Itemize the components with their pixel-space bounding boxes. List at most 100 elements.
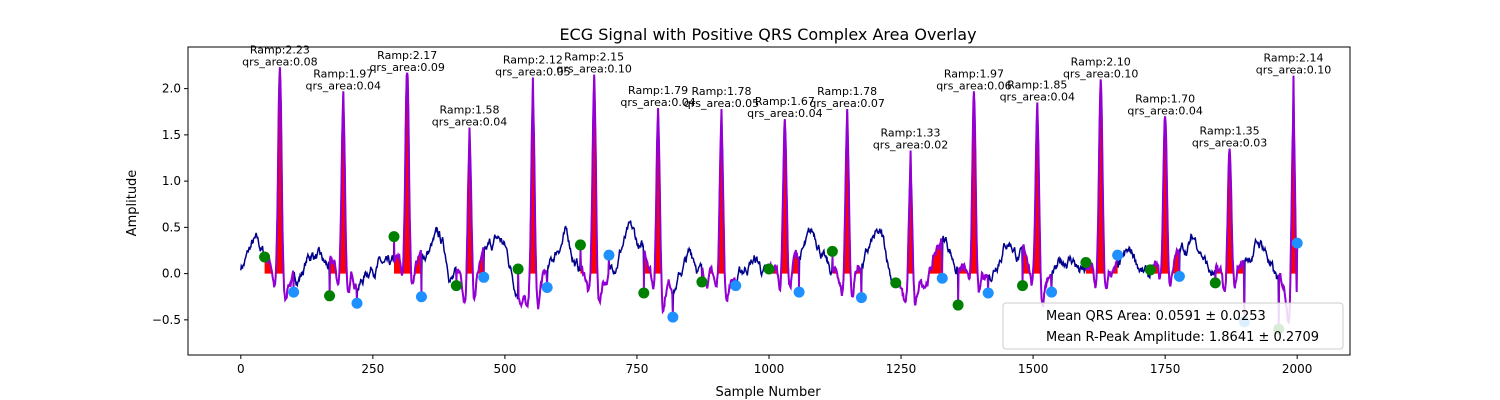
qrs-area-fill-4 (518, 77, 548, 274)
s-offset-point-13 (1112, 249, 1124, 261)
qrs-area-fill-16 (1278, 75, 1298, 274)
qrs-segment-16 (1277, 75, 1299, 330)
qrs-area-fill-11 (958, 91, 989, 274)
qrs-segment-1 (328, 91, 358, 304)
s-offset-point-12 (1046, 286, 1058, 298)
qrs-area-fill-0 (264, 67, 294, 274)
qrs-area-annotation-2: qrs_area:0.09 (369, 61, 444, 74)
s-offset-point-3 (478, 271, 490, 283)
qrs-segment-12 (1021, 102, 1053, 307)
qrs-area-annotation-6: qrs_area:0.04 (620, 96, 695, 109)
qrs-area-annotation-10: qrs_area:0.02 (873, 139, 948, 152)
qrs-area-fill-9 (832, 109, 862, 274)
qrs-area-fill-12 (1022, 102, 1052, 274)
s-offset-point-14 (1173, 270, 1185, 282)
x-tick-label-2: 500 (493, 362, 516, 376)
y-tick-label-3: 1.0 (162, 174, 181, 188)
s-offset-point-10 (936, 272, 948, 284)
y-tick-label-1: 0.0 (162, 267, 181, 281)
qrs-area-fill-14 (1150, 116, 1180, 274)
qrs-area-fill-10 (895, 150, 943, 274)
q-onset-point-3 (450, 280, 462, 292)
qrs-area-annotation-16: qrs_area:0.10 (1256, 64, 1331, 77)
q-onset-point-10 (890, 277, 902, 289)
ramp-annotation-12: Ramp:1.85 (1007, 78, 1067, 91)
qrs-area-annotation-3: qrs_area:0.04 (432, 115, 507, 128)
qrs-area-annotation-0: qrs_area:0.08 (242, 55, 317, 68)
qrs-area-annotation-5: qrs_area:0.10 (556, 63, 631, 76)
s-offset-point-0 (288, 286, 300, 298)
legend: Mean QRS Area: 0.0591 ± 0.0253 Mean R-Pe… (1002, 302, 1344, 350)
ramp-annotation-9: Ramp:1.78 (817, 85, 877, 98)
qrs-area-fill-1 (329, 91, 357, 274)
qrs-area-annotation-8: qrs_area:0.04 (747, 107, 822, 120)
qrs-segment-14 (1149, 116, 1181, 287)
y-tick-label-2: 0.5 (162, 220, 181, 234)
qrs-area-annotation-12: qrs_area:0.04 (1000, 90, 1075, 103)
s-offset-point-8 (793, 286, 805, 298)
ramp-annotation-13: Ramp:2.10 (1071, 55, 1131, 68)
x-tick-label-8: 2000 (1282, 362, 1313, 376)
x-axis-label: Sample Number (715, 385, 821, 400)
s-offset-point-11 (982, 287, 994, 299)
qrs-segment-2 (393, 72, 423, 297)
qrs-area-annotation-13: qrs_area:0.10 (1063, 67, 1138, 80)
qrs-segment-9 (831, 108, 863, 298)
qrs-segment-5 (579, 74, 610, 306)
y-tick-label-4: 1.5 (162, 128, 181, 142)
ramp-annotation-11: Ramp:1.97 (944, 67, 1004, 80)
legend-entry-qrs-area: Mean QRS Area: 0.0591 ± 0.0253 (1046, 309, 1266, 324)
qrs-area-annotation-7: qrs_area:0.05 (684, 97, 759, 110)
x-tick-label-7: 1750 (1150, 362, 1181, 376)
x-tick-label-1: 250 (361, 362, 384, 376)
ramp-annotation-7: Ramp:1.78 (691, 85, 751, 98)
qrs-area-annotation-4: qrs_area:0.05 (495, 66, 570, 79)
ramp-annotation-16: Ramp:2.14 (1263, 52, 1323, 65)
q-onset-point-6 (638, 287, 650, 299)
q-onset-point-11 (952, 299, 964, 311)
q-onset-point-4 (512, 263, 524, 275)
axis-ticks: 0 250 500 750 1000 1250 1500 1750 2000 −0.5 0.0 0.5… (152, 82, 1313, 376)
q-onset-point-1 (324, 290, 336, 302)
plot-area: Ramp:2.23qrs_area:0.08Ramp:1.97qrs_area:… (240, 43, 1331, 335)
chart-title: ECG Signal with Positive QRS Complex Are… (559, 25, 976, 44)
x-tick-label-3: 750 (626, 362, 649, 376)
qrs-segment-10 (895, 150, 944, 306)
s-offset-point-5 (603, 249, 615, 261)
qrs-area-fill-6 (643, 108, 673, 274)
ramp-annotation-14: Ramp:1.70 (1135, 92, 1195, 105)
qrs-area-fill-8 (769, 119, 800, 274)
ramp-annotation-2: Ramp:2.17 (377, 49, 437, 62)
qrs-area-fill-5 (580, 74, 609, 274)
s-offset-point-4 (541, 281, 553, 293)
s-offset-point-6 (667, 311, 679, 323)
qrs-area-fill-2 (394, 72, 422, 274)
qrs-segment-11 (957, 91, 990, 306)
legend-entry-r-peak: Mean R-Peak Amplitude: 1.8641 ± 0.2709 (1046, 330, 1319, 345)
qrs-segment-15 (1214, 148, 1246, 322)
q-onset-point-5 (574, 239, 586, 251)
x-tick-label-6: 1500 (1018, 362, 1049, 376)
q-onset-point-14 (1144, 264, 1156, 276)
q-onset-point-12 (1017, 280, 1029, 292)
x-tick-label-0: 0 (237, 362, 245, 376)
y-axis-label: Amplitude (125, 170, 140, 237)
qrs-area-fill-15 (1215, 148, 1245, 274)
qrs-area-annotation-14: qrs_area:0.04 (1127, 104, 1202, 117)
qrs-segment-3 (455, 127, 485, 305)
x-tick-label-5: 1250 (886, 362, 917, 376)
s-offset-point-2 (415, 291, 427, 303)
ramp-annotation-8: Ramp:1.67 (755, 95, 815, 108)
q-onset-point-7 (696, 276, 708, 288)
ramp-annotation-3: Ramp:1.58 (439, 103, 499, 116)
ramp-annotation-5: Ramp:2.15 (564, 51, 624, 64)
x-tick-label-4: 1000 (754, 362, 785, 376)
ramp-annotation-1: Ramp:1.97 (313, 67, 373, 80)
qrs-area-annotation-1: qrs_area:0.04 (306, 79, 381, 92)
qrs-area-fill-3 (456, 127, 484, 274)
q-onset-point-0 (259, 251, 271, 263)
ramp-annotation-10: Ramp:1.33 (881, 127, 941, 140)
y-tick-label-0: −0.5 (152, 313, 181, 327)
s-offset-point-7 (730, 280, 742, 292)
